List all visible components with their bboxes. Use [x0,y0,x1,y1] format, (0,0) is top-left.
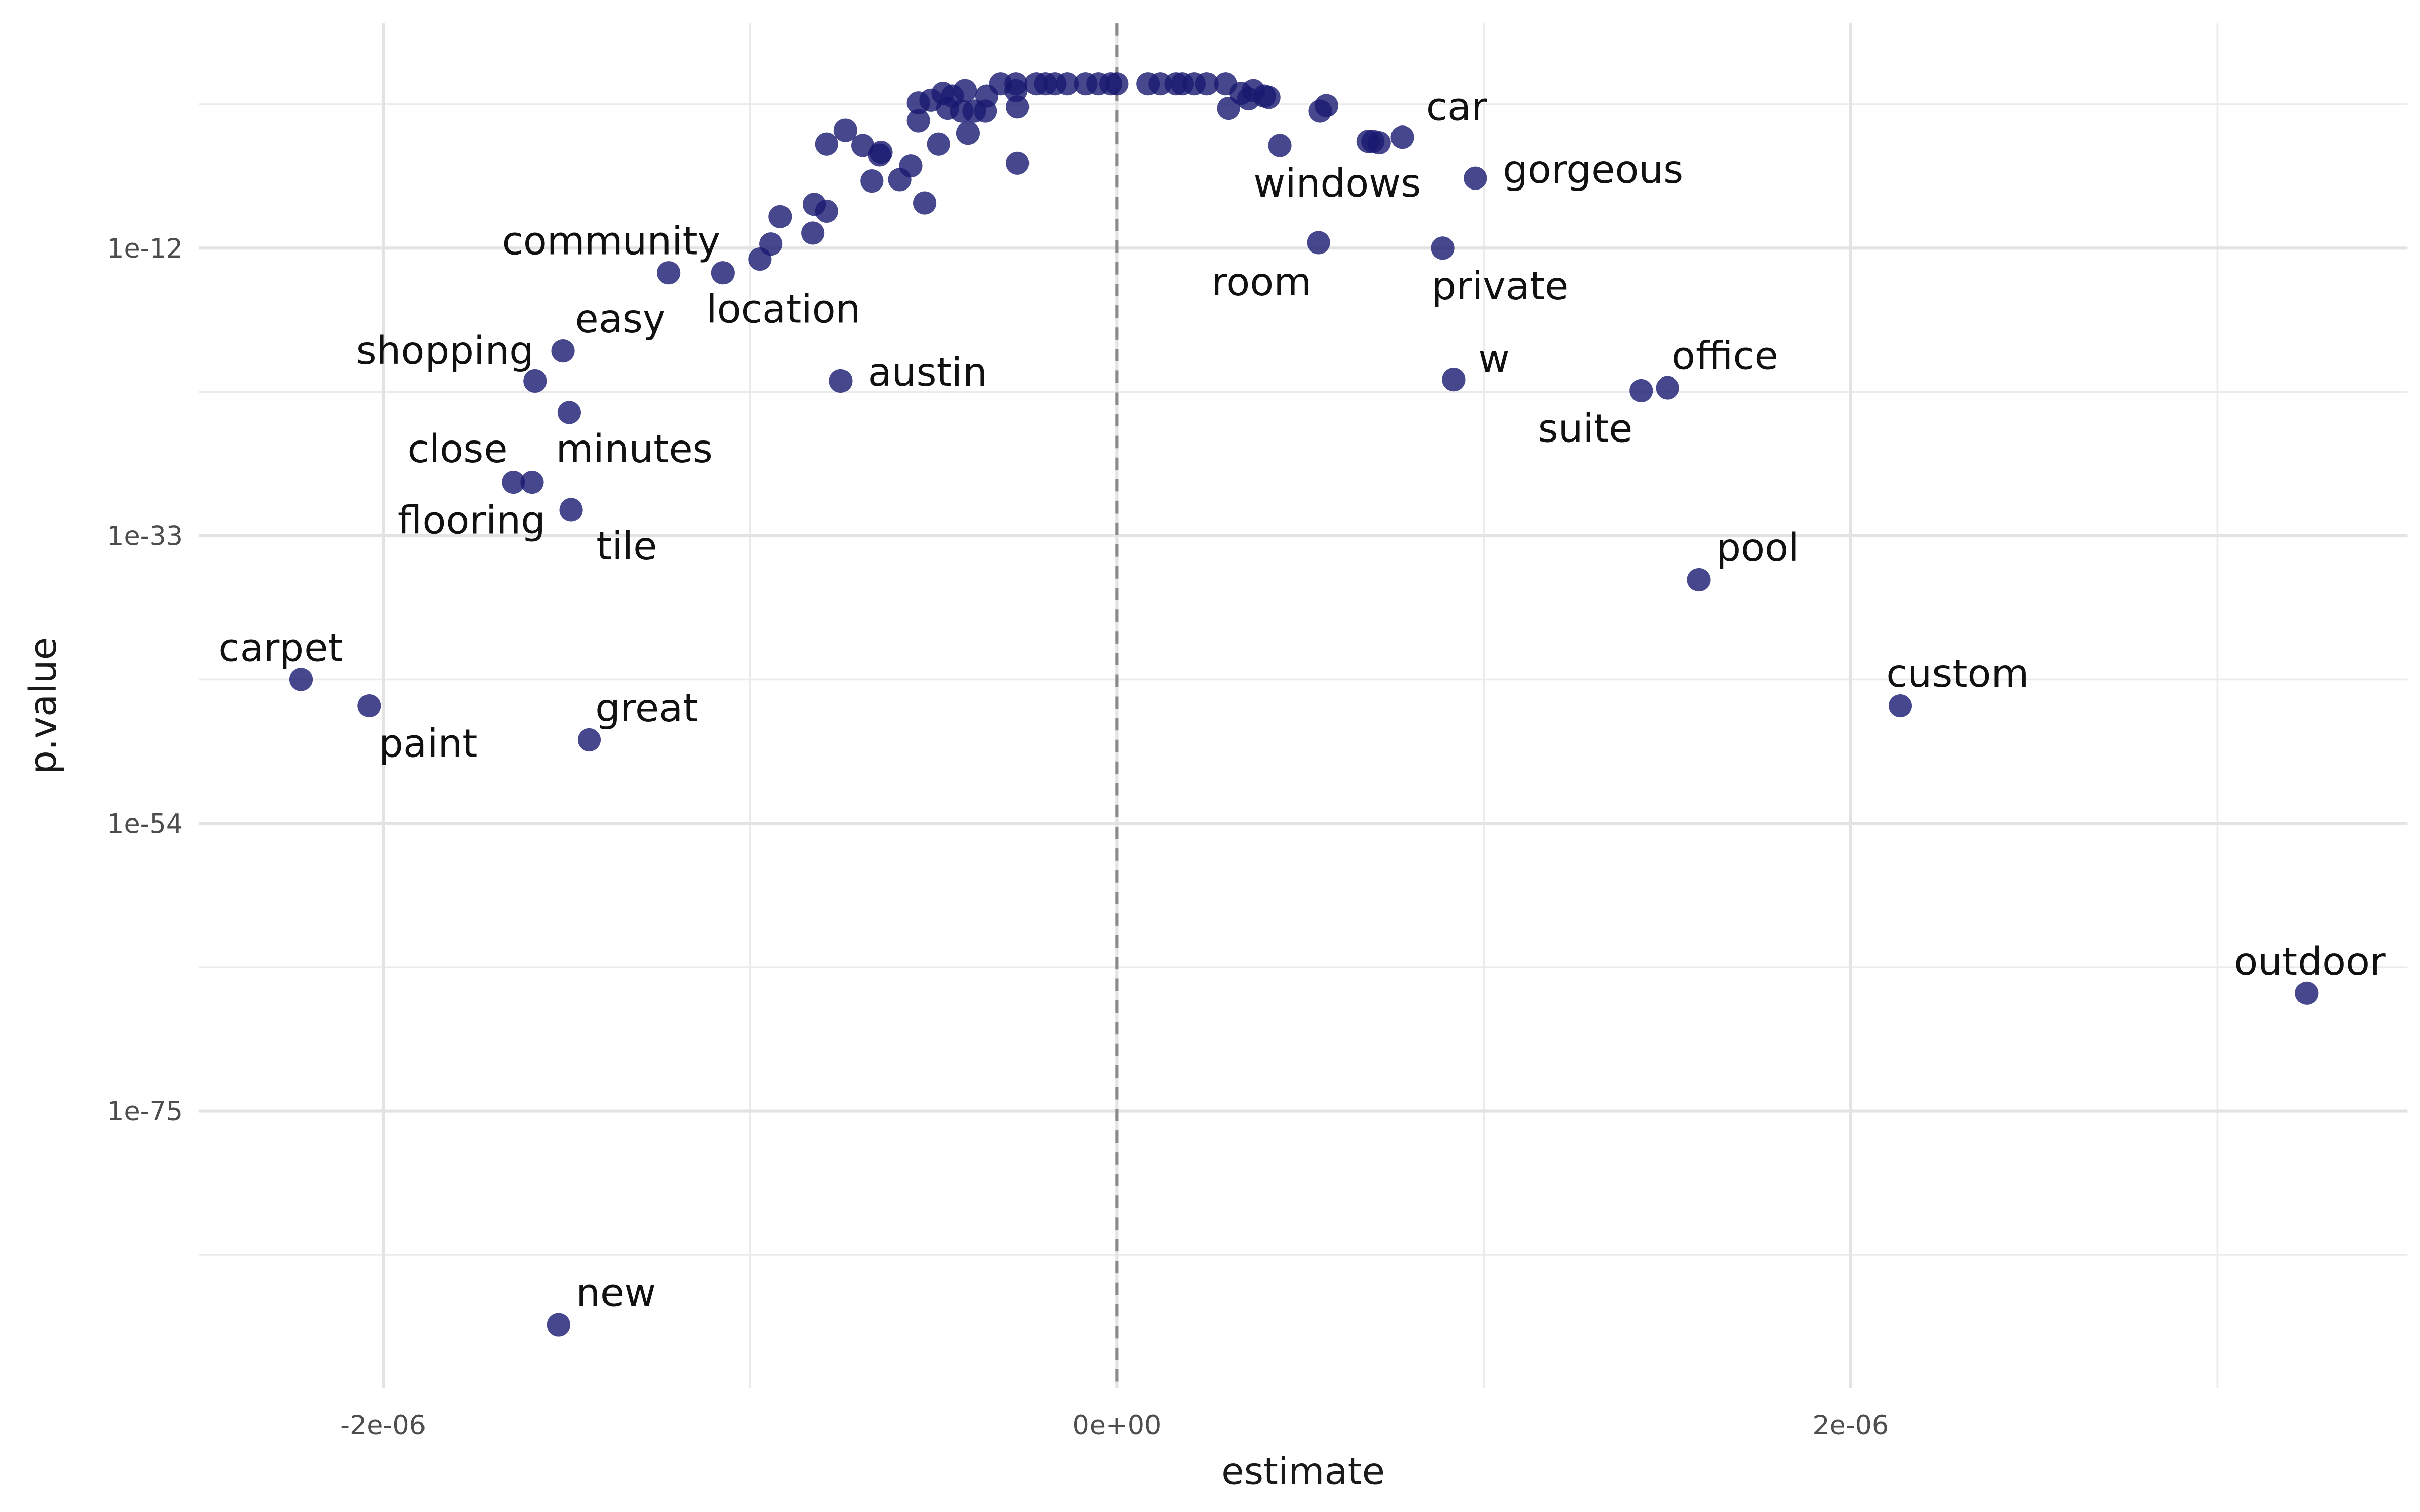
y-tick-label: 1e-12 [107,233,183,264]
y-axis-title: p.value [22,637,65,774]
data-point [956,121,980,145]
data-point [1257,86,1281,109]
data-point-custom [1888,694,1912,718]
point-label-paint: paint [379,722,477,767]
data-points [289,72,2319,1337]
data-point [1195,72,1219,96]
data-point-office [1656,376,1679,400]
data-point [1006,151,1030,175]
point-label-gorgeous: gorgeous [1503,148,1683,193]
point-labels: car gorgeous windows room private community lo… [218,85,2386,1315]
point-label-pool: pool [1716,526,1799,571]
data-point [1004,72,1028,96]
point-label-easy: easy [575,297,666,342]
data-point-car [1390,125,1414,149]
data-point [1314,94,1338,117]
data-point-shopping [523,369,547,393]
x-tick-label: -2e-06 [340,1410,426,1441]
point-label-carpet: carpet [218,625,343,670]
axis-ticks: -2e-06 0e+00 2e-06 1e-12 1e-33 1e-54 1e-75 [107,233,1889,1441]
point-label-car: car [1426,85,1487,130]
data-point-suite [1629,379,1653,403]
data-point-location [711,261,735,285]
data-point [815,132,838,156]
point-label-outdoor: outdoor [2234,939,2386,984]
data-point-windows [1268,134,1292,157]
data-point-new [547,1313,570,1337]
data-point [913,191,937,215]
data-point [801,221,825,245]
data-point [759,232,783,256]
data-point [899,154,923,178]
point-label-minutes: minutes [556,427,713,472]
data-point-austin [829,369,853,393]
data-point-private [1431,236,1455,260]
data-point-community [657,261,681,285]
point-label-w: w [1478,337,1510,382]
data-point-great [577,728,601,752]
data-point-flooring [520,470,544,494]
x-axis-title: estimate [1221,1450,1385,1493]
point-label-community: community [502,219,720,264]
data-point-carpet [289,668,313,691]
point-label-flooring: flooring [398,498,546,543]
data-point [1356,130,1380,153]
data-point [833,118,857,142]
point-label-room: room [1211,260,1311,305]
y-tick-label: 1e-75 [107,1096,183,1127]
data-point [1006,95,1030,119]
data-point-easy [551,339,575,363]
data-point [1056,72,1079,96]
data-point [851,134,875,157]
data-point-paint [357,694,381,718]
point-label-custom: custom [1886,652,2029,697]
point-label-tile: tile [596,524,657,569]
point-label-suite: suite [1538,406,1633,451]
x-tick-label: 0e+00 [1072,1410,1161,1441]
point-label-windows: windows [1253,161,1421,206]
data-point [906,109,930,133]
point-label-location: location [706,287,860,332]
point-label-office: office [1672,334,1778,379]
data-point-minutes [557,401,581,424]
point-label-close: close [408,427,508,472]
point-label-shopping: shopping [356,329,534,373]
data-point [768,205,792,228]
data-point-tile [559,498,583,522]
point-label-new: new [576,1271,656,1316]
data-point [927,132,950,156]
point-label-private: private [1431,264,1568,309]
y-tick-label: 1e-33 [107,521,183,552]
data-point-gorgeous [1464,166,1487,190]
data-point-room [1307,231,1330,255]
point-label-great: great [595,686,698,731]
data-point-w [1442,368,1466,392]
data-point [869,140,893,164]
y-tick-label: 1e-54 [107,808,183,839]
data-point-pool [1687,568,1711,592]
data-point [1105,72,1129,96]
data-point-outdoor [2295,981,2319,1005]
x-tick-label: 2e-06 [1812,1410,1889,1441]
data-point [953,79,977,102]
data-point [815,199,838,223]
data-point-close [502,470,525,494]
data-point [860,169,884,193]
point-label-austin: austin [868,350,987,395]
